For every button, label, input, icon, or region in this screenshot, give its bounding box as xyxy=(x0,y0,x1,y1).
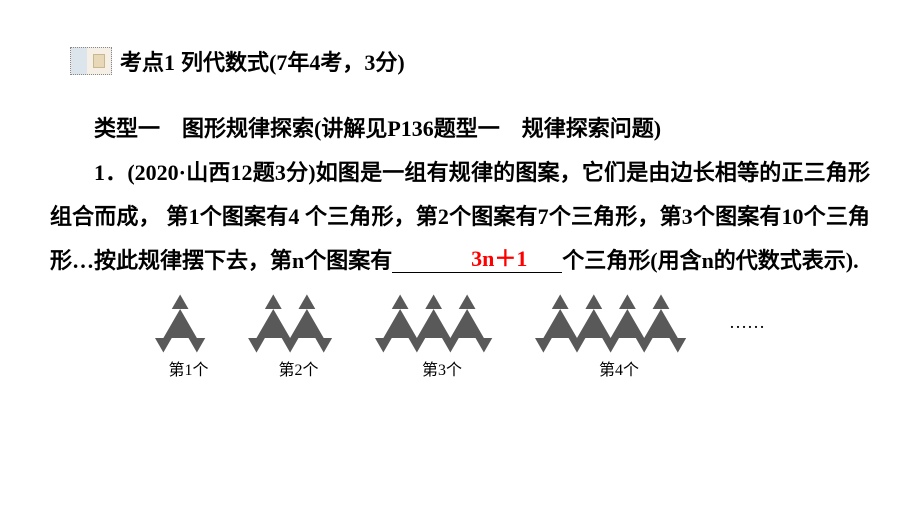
figure-1: 第1个 xyxy=(155,293,222,380)
figure-row: 第1个 第2个 第3个 第4个 …… xyxy=(50,293,870,380)
pattern-1-svg xyxy=(155,293,222,354)
heading-title: 列代数式(7年4考，3分) xyxy=(181,45,405,77)
heading-label: 考点1 xyxy=(120,45,175,77)
problem-text: 1．(2020·山西12题3分)如图是一组有规律的图案，它们是由边长相等的正三角… xyxy=(50,151,870,283)
section-heading: 考点1 列代数式(7年4考，3分) xyxy=(70,45,870,77)
figure-2-caption: 第2个 xyxy=(248,356,349,380)
figure-4-caption: 第4个 xyxy=(535,356,703,380)
answer-text: 3n＋1 xyxy=(471,246,527,271)
figure-1-caption: 第1个 xyxy=(155,356,222,380)
pattern-4-svg xyxy=(535,293,703,354)
figure-2: 第2个 xyxy=(248,293,349,380)
type-line: 类型一 图形规律探索(讲解见P136题型一 规律探索问题) xyxy=(50,107,870,151)
heading-icon xyxy=(70,47,112,75)
pattern-3-svg xyxy=(375,293,509,354)
figure-3: 第3个 xyxy=(375,293,509,380)
figure-4: 第4个 xyxy=(535,293,703,380)
figure-dots: …… xyxy=(729,312,765,361)
problem-body-b: 个三角形(用含n的代数式表示). xyxy=(562,248,858,273)
pattern-2-svg xyxy=(248,293,349,354)
problem-number: 1． xyxy=(94,160,127,185)
figure-3-caption: 第3个 xyxy=(375,356,509,380)
problem-source: (2020·山西12题3分) xyxy=(127,160,315,185)
answer-blank: 3n＋1 xyxy=(392,246,562,273)
